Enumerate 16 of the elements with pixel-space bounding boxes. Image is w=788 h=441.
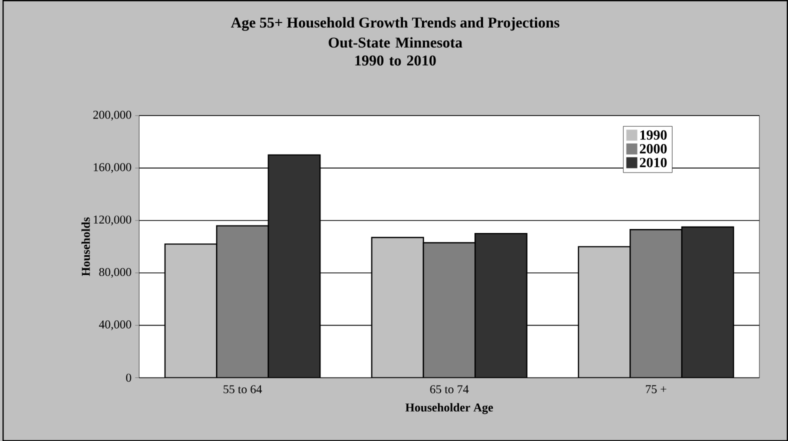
y-tick-label: 120,000	[94, 215, 132, 226]
x-tick-label: 75 +	[646, 385, 666, 394]
chart-subtitle: Out-State Minnesota 1990 to 2010	[328, 36, 462, 66]
legend-label: 1990	[640, 130, 667, 140]
x-tick-label: 65 to 74	[430, 385, 469, 394]
y-tick-label: 160,000	[94, 162, 132, 173]
x-axis-title: Householder Age	[405, 402, 493, 414]
x-tick-label: 55 to 64	[224, 385, 262, 394]
y-axis-title: Households	[81, 217, 90, 276]
y-tick-label: 80,000	[99, 268, 132, 278]
y-tick-label: 40,000	[98, 320, 132, 330]
y-tick-label: 0	[126, 374, 132, 382]
chart-title: Age 55+ Household Growth Trends and Projections	[230, 16, 560, 31]
legend-label: 2000	[640, 144, 667, 154]
y-tick-label: 200,000	[93, 110, 132, 120]
legend-label: 2010	[640, 158, 667, 168]
